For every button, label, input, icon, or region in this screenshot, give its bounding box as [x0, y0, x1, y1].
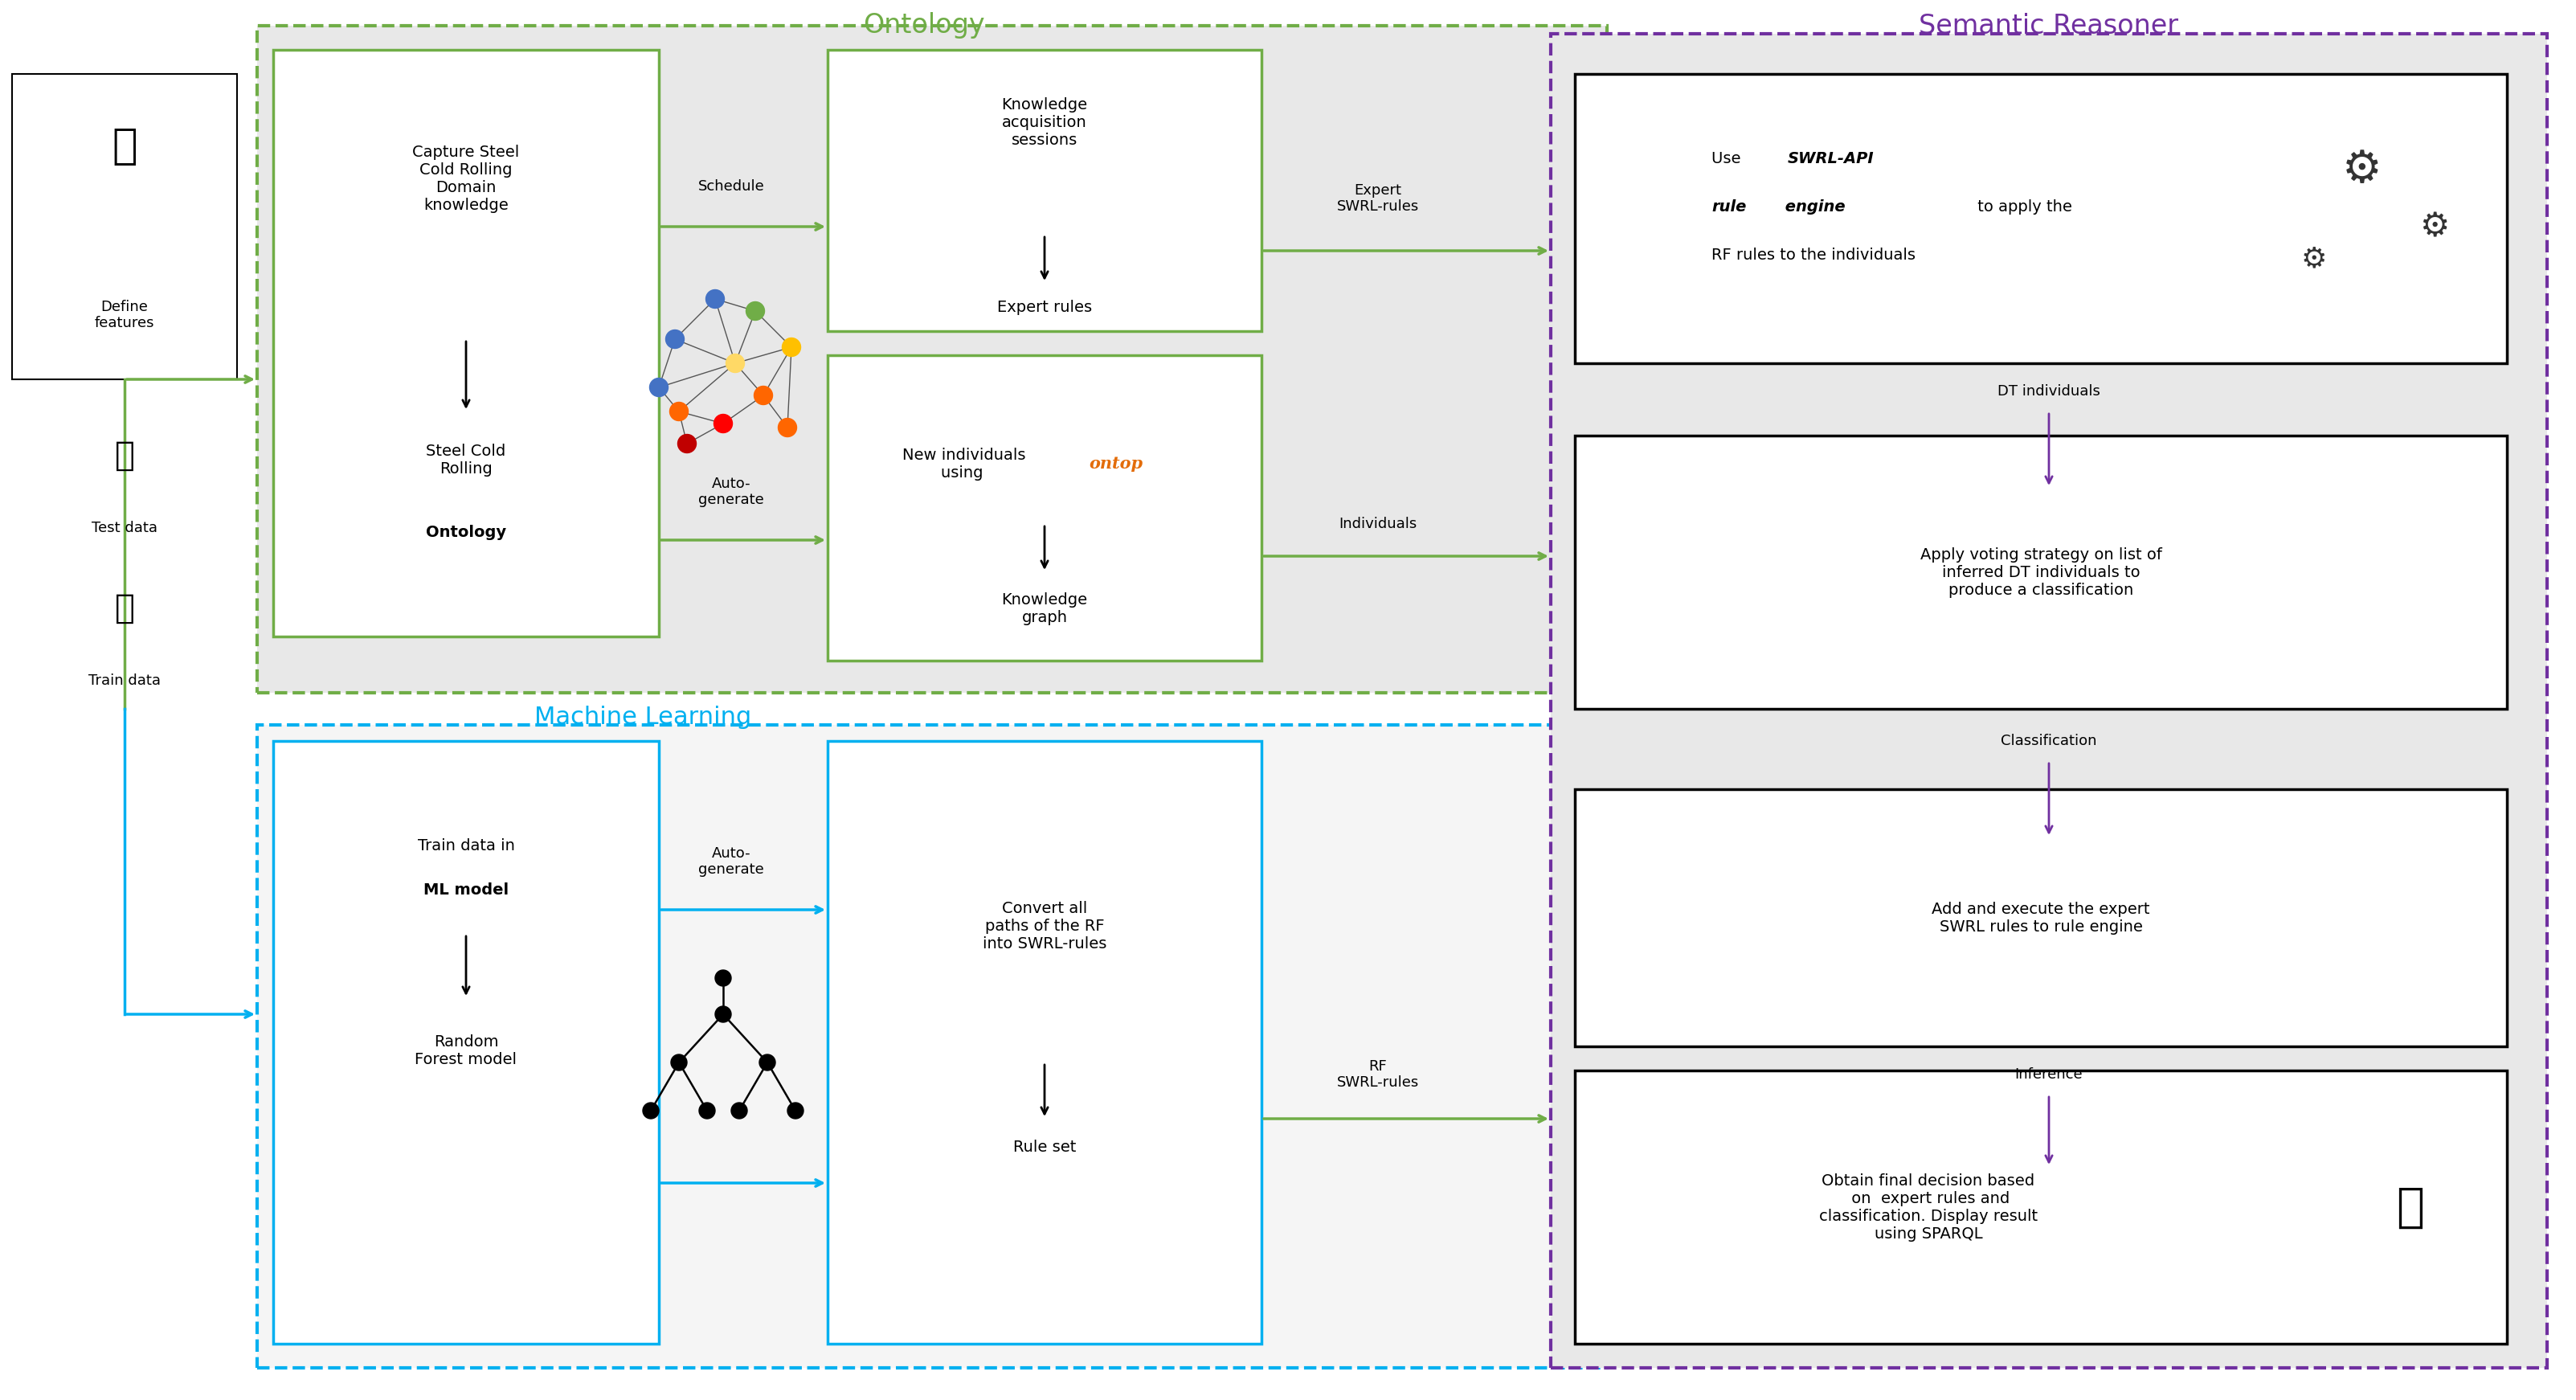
Text: Ontology: Ontology: [863, 13, 984, 39]
Circle shape: [644, 1103, 659, 1119]
Text: ⚙: ⚙: [2300, 245, 2326, 273]
Text: Train data in: Train data in: [417, 837, 515, 853]
Text: Convert all
paths of the RF
into SWRL-rules: Convert all paths of the RF into SWRL-ru…: [981, 900, 1108, 951]
Text: Machine Learning: Machine Learning: [533, 706, 752, 728]
Text: rule: rule: [1710, 199, 1747, 214]
Text: Expert
SWRL-rules: Expert SWRL-rules: [1337, 183, 1419, 214]
Text: 🚦: 🚦: [2396, 1184, 2424, 1231]
FancyBboxPatch shape: [827, 356, 1262, 661]
Text: Train data: Train data: [88, 673, 160, 687]
Circle shape: [788, 1103, 804, 1119]
Text: 👥: 👥: [111, 126, 137, 167]
FancyBboxPatch shape: [827, 741, 1262, 1344]
Text: DT individuals: DT individuals: [1996, 384, 2099, 399]
Text: 🗄: 🗄: [113, 438, 134, 473]
Text: Auto-
generate: Auto- generate: [698, 476, 765, 507]
FancyBboxPatch shape: [1574, 1071, 2506, 1344]
Text: Knowledge
acquisition
sessions: Knowledge acquisition sessions: [1002, 97, 1087, 147]
Circle shape: [726, 354, 744, 372]
Circle shape: [698, 1103, 716, 1119]
Text: Auto-
generate: Auto- generate: [698, 846, 765, 878]
Circle shape: [716, 1007, 732, 1022]
Text: to apply the: to apply the: [1973, 199, 2071, 214]
Circle shape: [670, 1054, 688, 1071]
Text: Steel Cold
Rolling: Steel Cold Rolling: [425, 444, 505, 476]
FancyBboxPatch shape: [258, 25, 1607, 693]
Text: Semantic Reasoner: Semantic Reasoner: [1919, 13, 2179, 39]
Text: SWRL-API: SWRL-API: [1788, 151, 1875, 167]
FancyBboxPatch shape: [827, 50, 1262, 332]
Text: Ontology: Ontology: [425, 525, 507, 539]
Circle shape: [670, 402, 688, 421]
Circle shape: [732, 1103, 747, 1119]
Text: ⚙: ⚙: [2419, 210, 2450, 244]
Circle shape: [778, 419, 796, 437]
Circle shape: [716, 970, 732, 986]
Circle shape: [755, 386, 773, 405]
Text: 🗄: 🗄: [113, 592, 134, 626]
Text: RF
SWRL-rules: RF SWRL-rules: [1337, 1058, 1419, 1091]
Text: Test data: Test data: [93, 521, 157, 535]
Circle shape: [760, 1054, 775, 1071]
Text: Define
features: Define features: [95, 300, 155, 330]
Text: ⚙: ⚙: [2342, 148, 2383, 192]
Text: Inference: Inference: [2014, 1067, 2084, 1082]
FancyBboxPatch shape: [1551, 34, 2548, 1368]
Text: Use: Use: [1710, 151, 1747, 167]
Text: Capture Steel
Cold Rolling
Domain
knowledge: Capture Steel Cold Rolling Domain knowle…: [412, 144, 520, 213]
Text: Classification: Classification: [2002, 734, 2097, 748]
Text: Add and execute the expert
SWRL rules to rule engine: Add and execute the expert SWRL rules to…: [1932, 902, 2151, 934]
Text: Obtain final decision based
 on  expert rules and
classification. Display result: Obtain final decision based on expert ru…: [1819, 1173, 2038, 1242]
Circle shape: [665, 330, 685, 349]
Text: Knowledge
graph: Knowledge graph: [1002, 592, 1087, 624]
Circle shape: [714, 414, 732, 433]
Text: Apply voting strategy on list of
inferred DT individuals to
produce a classifica: Apply voting strategy on list of inferre…: [1919, 547, 2161, 598]
FancyBboxPatch shape: [258, 725, 1607, 1368]
FancyBboxPatch shape: [273, 50, 659, 637]
Text: Expert rules: Expert rules: [997, 300, 1092, 315]
Text: Schedule: Schedule: [698, 179, 765, 193]
Circle shape: [706, 290, 724, 308]
Circle shape: [783, 337, 801, 357]
Text: engine: engine: [1780, 199, 1844, 214]
Text: Rule set: Rule set: [1012, 1140, 1077, 1155]
FancyBboxPatch shape: [1574, 74, 2506, 363]
Circle shape: [649, 378, 667, 396]
Text: ML model: ML model: [422, 882, 507, 897]
Circle shape: [677, 434, 696, 452]
FancyBboxPatch shape: [273, 741, 659, 1344]
Text: Random
Forest model: Random Forest model: [415, 1035, 518, 1067]
Text: Individuals: Individuals: [1340, 517, 1417, 531]
FancyBboxPatch shape: [13, 74, 237, 379]
FancyBboxPatch shape: [1574, 790, 2506, 1046]
Text: New individuals
using: New individuals using: [902, 447, 1025, 480]
Text: RF rules to the individuals: RF rules to the individuals: [1710, 248, 1917, 262]
Circle shape: [747, 302, 765, 321]
FancyBboxPatch shape: [1574, 435, 2506, 708]
Text: ontop: ontop: [1090, 455, 1144, 472]
